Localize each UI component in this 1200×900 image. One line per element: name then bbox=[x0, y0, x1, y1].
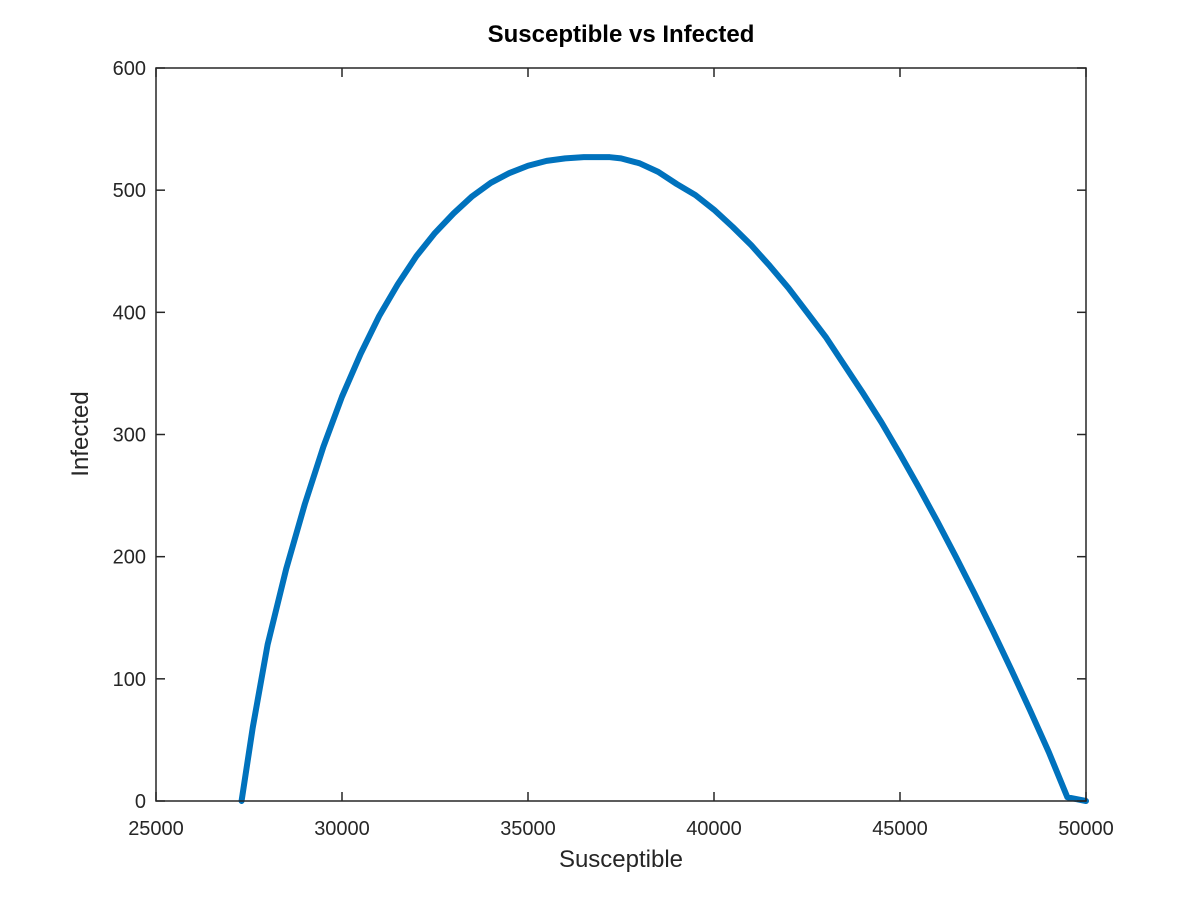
x-tick-label: 50000 bbox=[1058, 818, 1114, 840]
y-tick-label: 500 bbox=[113, 180, 146, 202]
y-tick-label: 600 bbox=[113, 58, 146, 80]
tick-labels: 25000 30000 35000 40000 45000 50000 0 100 200 300… bbox=[113, 58, 1114, 840]
data-layer bbox=[238, 154, 1089, 804]
y-tick-label: 300 bbox=[113, 425, 146, 447]
plot-area bbox=[156, 68, 1086, 801]
chart-title: Susceptible vs Infected bbox=[488, 21, 755, 48]
x-tick-label: 25000 bbox=[128, 818, 184, 840]
y-axis-label: Infected bbox=[67, 391, 94, 476]
y-tick-label: 400 bbox=[113, 302, 146, 324]
y-tick-label: 0 bbox=[135, 791, 146, 813]
x-tick-label: 40000 bbox=[686, 818, 742, 840]
x-axis-label: Susceptible bbox=[559, 846, 683, 873]
y-tick-label: 100 bbox=[113, 669, 146, 691]
axes-box bbox=[155, 67, 1087, 802]
series-line-0 bbox=[238, 154, 1089, 804]
x-tick-label: 35000 bbox=[500, 818, 556, 840]
y-tick-label: 200 bbox=[113, 547, 146, 569]
x-tick-label: 45000 bbox=[872, 818, 928, 840]
x-tick-label: 30000 bbox=[314, 818, 370, 840]
